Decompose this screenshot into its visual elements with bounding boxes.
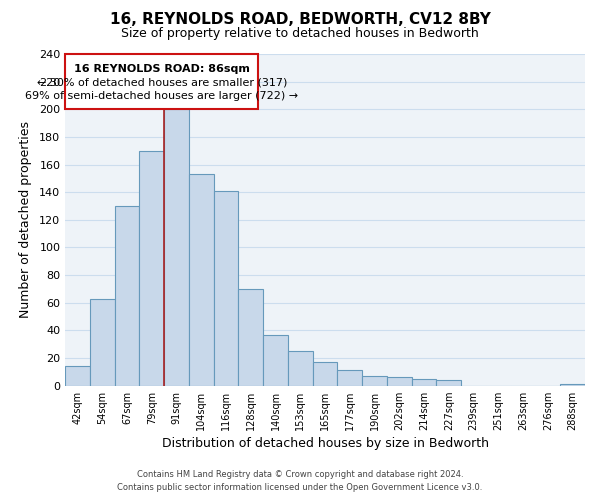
- Bar: [313, 362, 337, 386]
- X-axis label: Distribution of detached houses by size in Bedworth: Distribution of detached houses by size …: [161, 437, 488, 450]
- Bar: [189, 174, 214, 386]
- Text: Contains HM Land Registry data © Crown copyright and database right 2024.
Contai: Contains HM Land Registry data © Crown c…: [118, 470, 482, 492]
- Text: 16, REYNOLDS ROAD, BEDWORTH, CV12 8BY: 16, REYNOLDS ROAD, BEDWORTH, CV12 8BY: [110, 12, 490, 28]
- Bar: [164, 110, 189, 386]
- Bar: [288, 351, 313, 386]
- Bar: [436, 380, 461, 386]
- Text: ← 30% of detached houses are smaller (317): ← 30% of detached houses are smaller (31…: [37, 78, 287, 88]
- Text: 69% of semi-detached houses are larger (722) →: 69% of semi-detached houses are larger (…: [25, 92, 298, 102]
- Bar: [412, 379, 436, 386]
- Bar: [139, 150, 164, 386]
- Bar: [238, 289, 263, 386]
- Bar: [263, 334, 288, 386]
- Bar: [214, 191, 238, 386]
- Text: 16 REYNOLDS ROAD: 86sqm: 16 REYNOLDS ROAD: 86sqm: [74, 64, 250, 74]
- Bar: [560, 384, 585, 386]
- Y-axis label: Number of detached properties: Number of detached properties: [19, 122, 32, 318]
- Bar: [65, 54, 258, 110]
- Bar: [362, 376, 387, 386]
- Bar: [337, 370, 362, 386]
- Text: Size of property relative to detached houses in Bedworth: Size of property relative to detached ho…: [121, 28, 479, 40]
- Bar: [387, 378, 412, 386]
- Bar: [90, 298, 115, 386]
- Bar: [65, 366, 90, 386]
- Bar: [115, 206, 139, 386]
